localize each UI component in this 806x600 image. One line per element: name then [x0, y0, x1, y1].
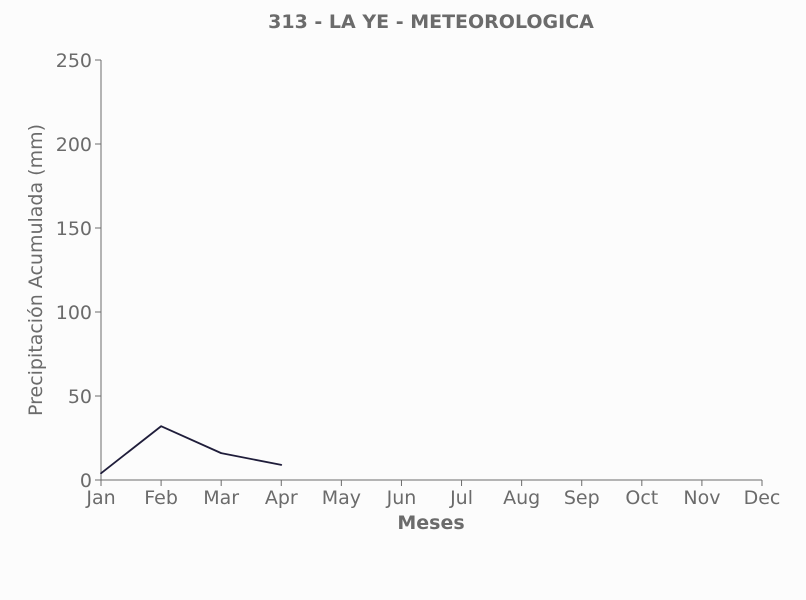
y-axis-ticks: 0 50 100 150 200 250 — [56, 50, 101, 492]
chart-title: 313 - LA YE - METEOROLOGICA — [268, 11, 594, 33]
x-tick-label: Nov — [683, 487, 720, 509]
x-tick-label: Jan — [85, 487, 115, 509]
y-tick-label: 0 — [80, 470, 92, 492]
data-point-jan — [100, 472, 102, 475]
series-group — [100, 425, 283, 475]
x-tick-label: Aug — [503, 487, 540, 509]
x-tick-label: Apr — [265, 487, 298, 509]
x-tick-label: Oct — [625, 487, 658, 509]
x-tick-label: Dec — [744, 487, 781, 509]
data-point-apr — [280, 463, 283, 466]
x-tick-label: Mar — [203, 487, 239, 509]
series-line — [100, 425, 282, 474]
plot-area: 0 50 100 150 200 250 Jan Feb Mar Apr May Jun Jul Aug… — [56, 50, 781, 509]
x-tick-label: Feb — [144, 487, 178, 509]
x-tick-label: Sep — [564, 487, 600, 509]
x-tick-label: May — [322, 487, 361, 509]
y-axis-label: Precipitación Acumulada (mm) — [25, 124, 47, 416]
y-tick-label: 150 — [56, 218, 92, 240]
x-axis-label: Meses — [397, 512, 464, 534]
data-point-feb — [160, 425, 162, 428]
y-tick-label: 200 — [56, 134, 92, 156]
y-tick-label: 250 — [56, 50, 92, 72]
data-point-mar — [220, 452, 223, 455]
y-tick-label: 50 — [68, 386, 92, 408]
x-tick-label: Jul — [449, 487, 473, 509]
x-tick-label: Jun — [386, 487, 417, 509]
x-axis-ticks: Jan Feb Mar Apr May Jun Jul Aug Sep Oct Nov Dec — [85, 480, 780, 509]
y-tick-label: 100 — [56, 302, 92, 324]
